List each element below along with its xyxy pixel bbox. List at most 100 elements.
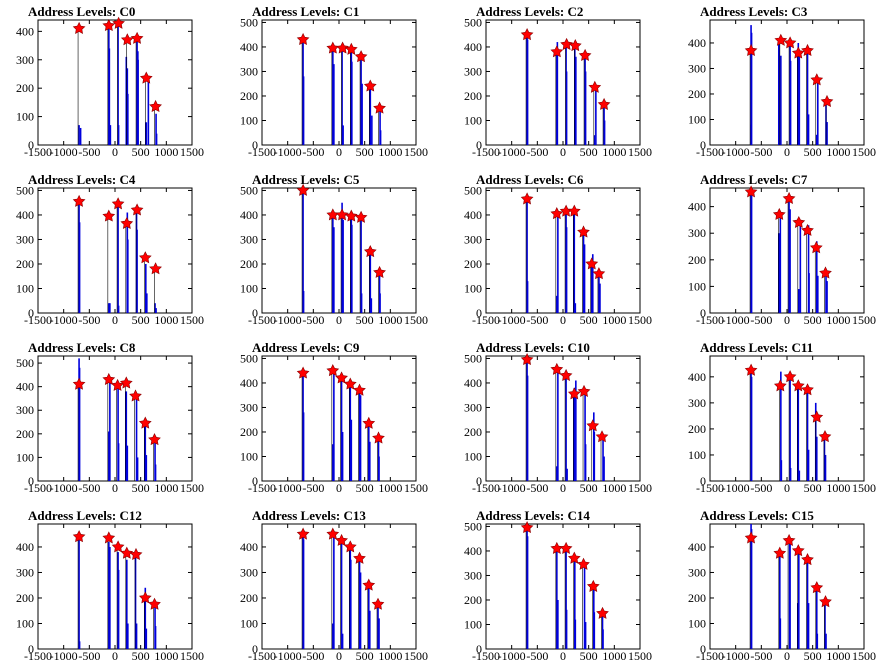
x-tick-label: 0: [112, 481, 118, 495]
x-tick-label: -500: [526, 649, 548, 663]
peak-marker: [810, 410, 824, 423]
chart-panel: Address Levels: C6 -1500 -1000 -500 0 500 1000…: [448, 168, 672, 336]
y-tick-label: 0: [476, 138, 482, 152]
x-tick-label: 1000: [154, 145, 178, 159]
chart-title: Address Levels: C5: [252, 172, 360, 187]
y-tick-label: 100: [16, 616, 34, 630]
y-tick-label: 0: [476, 642, 482, 656]
y-tick-label: 100: [464, 617, 482, 631]
peak-marker: [801, 383, 814, 396]
x-tick-label: -500: [750, 481, 772, 495]
x-tick-label: 1500: [852, 481, 876, 495]
y-tick-label: 200: [464, 89, 482, 103]
x-tick-label: 1500: [404, 145, 428, 159]
peak-marker: [550, 541, 564, 554]
y-tick-label: 500: [464, 15, 482, 29]
peak-marker: [102, 19, 116, 32]
peak-marker: [520, 353, 534, 366]
x-tick-label: 1500: [180, 145, 204, 159]
plot-frame: [709, 187, 865, 314]
x-tick-label: 500: [580, 481, 598, 495]
peak-marker: [773, 379, 787, 392]
x-tick-label: 1000: [602, 481, 626, 495]
x-tick-label: -1500: [472, 649, 500, 663]
chart-title: Address Levels: C11: [700, 340, 814, 355]
y-tick-label: 0: [28, 306, 34, 320]
y-tick-label: 0: [252, 474, 258, 488]
peak-marker: [585, 257, 599, 270]
peak-marker: [72, 21, 86, 34]
chart-panel: Address Levels: C5 -1500 -1000 -500 0 500 1000…: [224, 168, 448, 336]
peak-marker: [801, 553, 814, 566]
y-tick-label: 300: [240, 565, 258, 579]
y-tick-label: 0: [700, 306, 706, 320]
peak-marker: [791, 379, 805, 392]
x-tick-label: 500: [356, 145, 374, 159]
chart-title: Address Levels: C1: [252, 4, 360, 19]
y-tick-label: 400: [240, 540, 258, 554]
x-tick-label: 0: [336, 649, 342, 663]
chart-title: Address Levels: C10: [476, 340, 590, 355]
x-tick-label: -1500: [24, 481, 52, 495]
peak-marker: [373, 265, 386, 278]
peak-marker: [773, 546, 787, 559]
chart-title: Address Levels: C0: [28, 4, 136, 19]
peak-marker: [120, 33, 134, 46]
plot-frame: [709, 19, 865, 146]
chart-panel: Address Levels: C13 -1500 -1000 -500 0 500 100…: [224, 504, 448, 672]
x-tick-label: 1000: [602, 313, 626, 327]
x-tick-label: 1000: [154, 313, 178, 327]
y-tick-label: 200: [464, 257, 482, 271]
x-tick-label: -1500: [248, 649, 276, 663]
peak-marker: [568, 39, 582, 52]
y-tick-label: 200: [16, 81, 34, 95]
x-tick-label: -1500: [24, 145, 52, 159]
x-tick-label: 1500: [404, 649, 428, 663]
x-tick-label: -500: [78, 145, 100, 159]
x-tick-label: 500: [804, 313, 822, 327]
x-tick-label: 500: [356, 313, 374, 327]
y-tick-label: 200: [240, 425, 258, 439]
x-tick-label: 1500: [628, 313, 652, 327]
chart-svg: -1500-1000 -500 0 500 1000 1500 0 100 200 300 400 5…: [464, 351, 652, 495]
peak-marker: [782, 191, 796, 205]
chart-panel: Address Levels: C15 -1500 -1000 -500 0 500 100…: [672, 504, 896, 672]
peak-marker: [371, 597, 385, 610]
x-tick-label: -500: [750, 313, 772, 327]
y-tick-label: 500: [464, 519, 482, 533]
y-tick-label: 400: [16, 540, 34, 554]
y-tick-label: 100: [464, 281, 482, 295]
y-tick-label: 300: [688, 396, 706, 410]
x-tick-label: 1000: [826, 145, 850, 159]
peak-marker: [344, 42, 358, 55]
peak-marker: [791, 544, 805, 557]
peak-marker: [820, 94, 834, 108]
peak-marker: [138, 251, 152, 264]
peak-marker: [567, 204, 581, 217]
peak-marker: [520, 192, 534, 205]
chart-title: Address Levels: C8: [28, 340, 136, 355]
x-tick-label: 0: [112, 145, 118, 159]
peak-marker: [120, 216, 134, 229]
x-tick-label: -1500: [696, 145, 724, 159]
y-tick-label: 200: [688, 422, 706, 436]
peak-marker: [149, 262, 162, 275]
plot-frame: [37, 355, 193, 482]
chart-svg: -1500-1000 -500 0 500 1000 1500 0 100 200 300 400 5…: [464, 183, 652, 327]
peak-marker: [335, 371, 348, 384]
peak-marker: [129, 547, 143, 561]
peak-marker: [296, 32, 310, 46]
x-tick-label: 0: [336, 313, 342, 327]
x-tick-label: 1500: [180, 649, 204, 663]
peak-marker: [138, 591, 152, 604]
x-tick-label: -1000: [274, 145, 302, 159]
y-tick-label: 100: [240, 616, 258, 630]
chart-panel: Address Levels: C10 -1500 -1000 -500 0 500 100…: [448, 336, 672, 504]
peak-marker: [744, 363, 758, 376]
x-tick-label: 1000: [378, 313, 402, 327]
y-tick-label: 0: [252, 138, 258, 152]
peak-marker: [559, 368, 573, 382]
peak-marker: [363, 245, 377, 258]
chart-panel: Address Levels: C3 -1500 -1000 -500 0 500 1000…: [672, 0, 896, 168]
peak-marker: [120, 546, 134, 559]
